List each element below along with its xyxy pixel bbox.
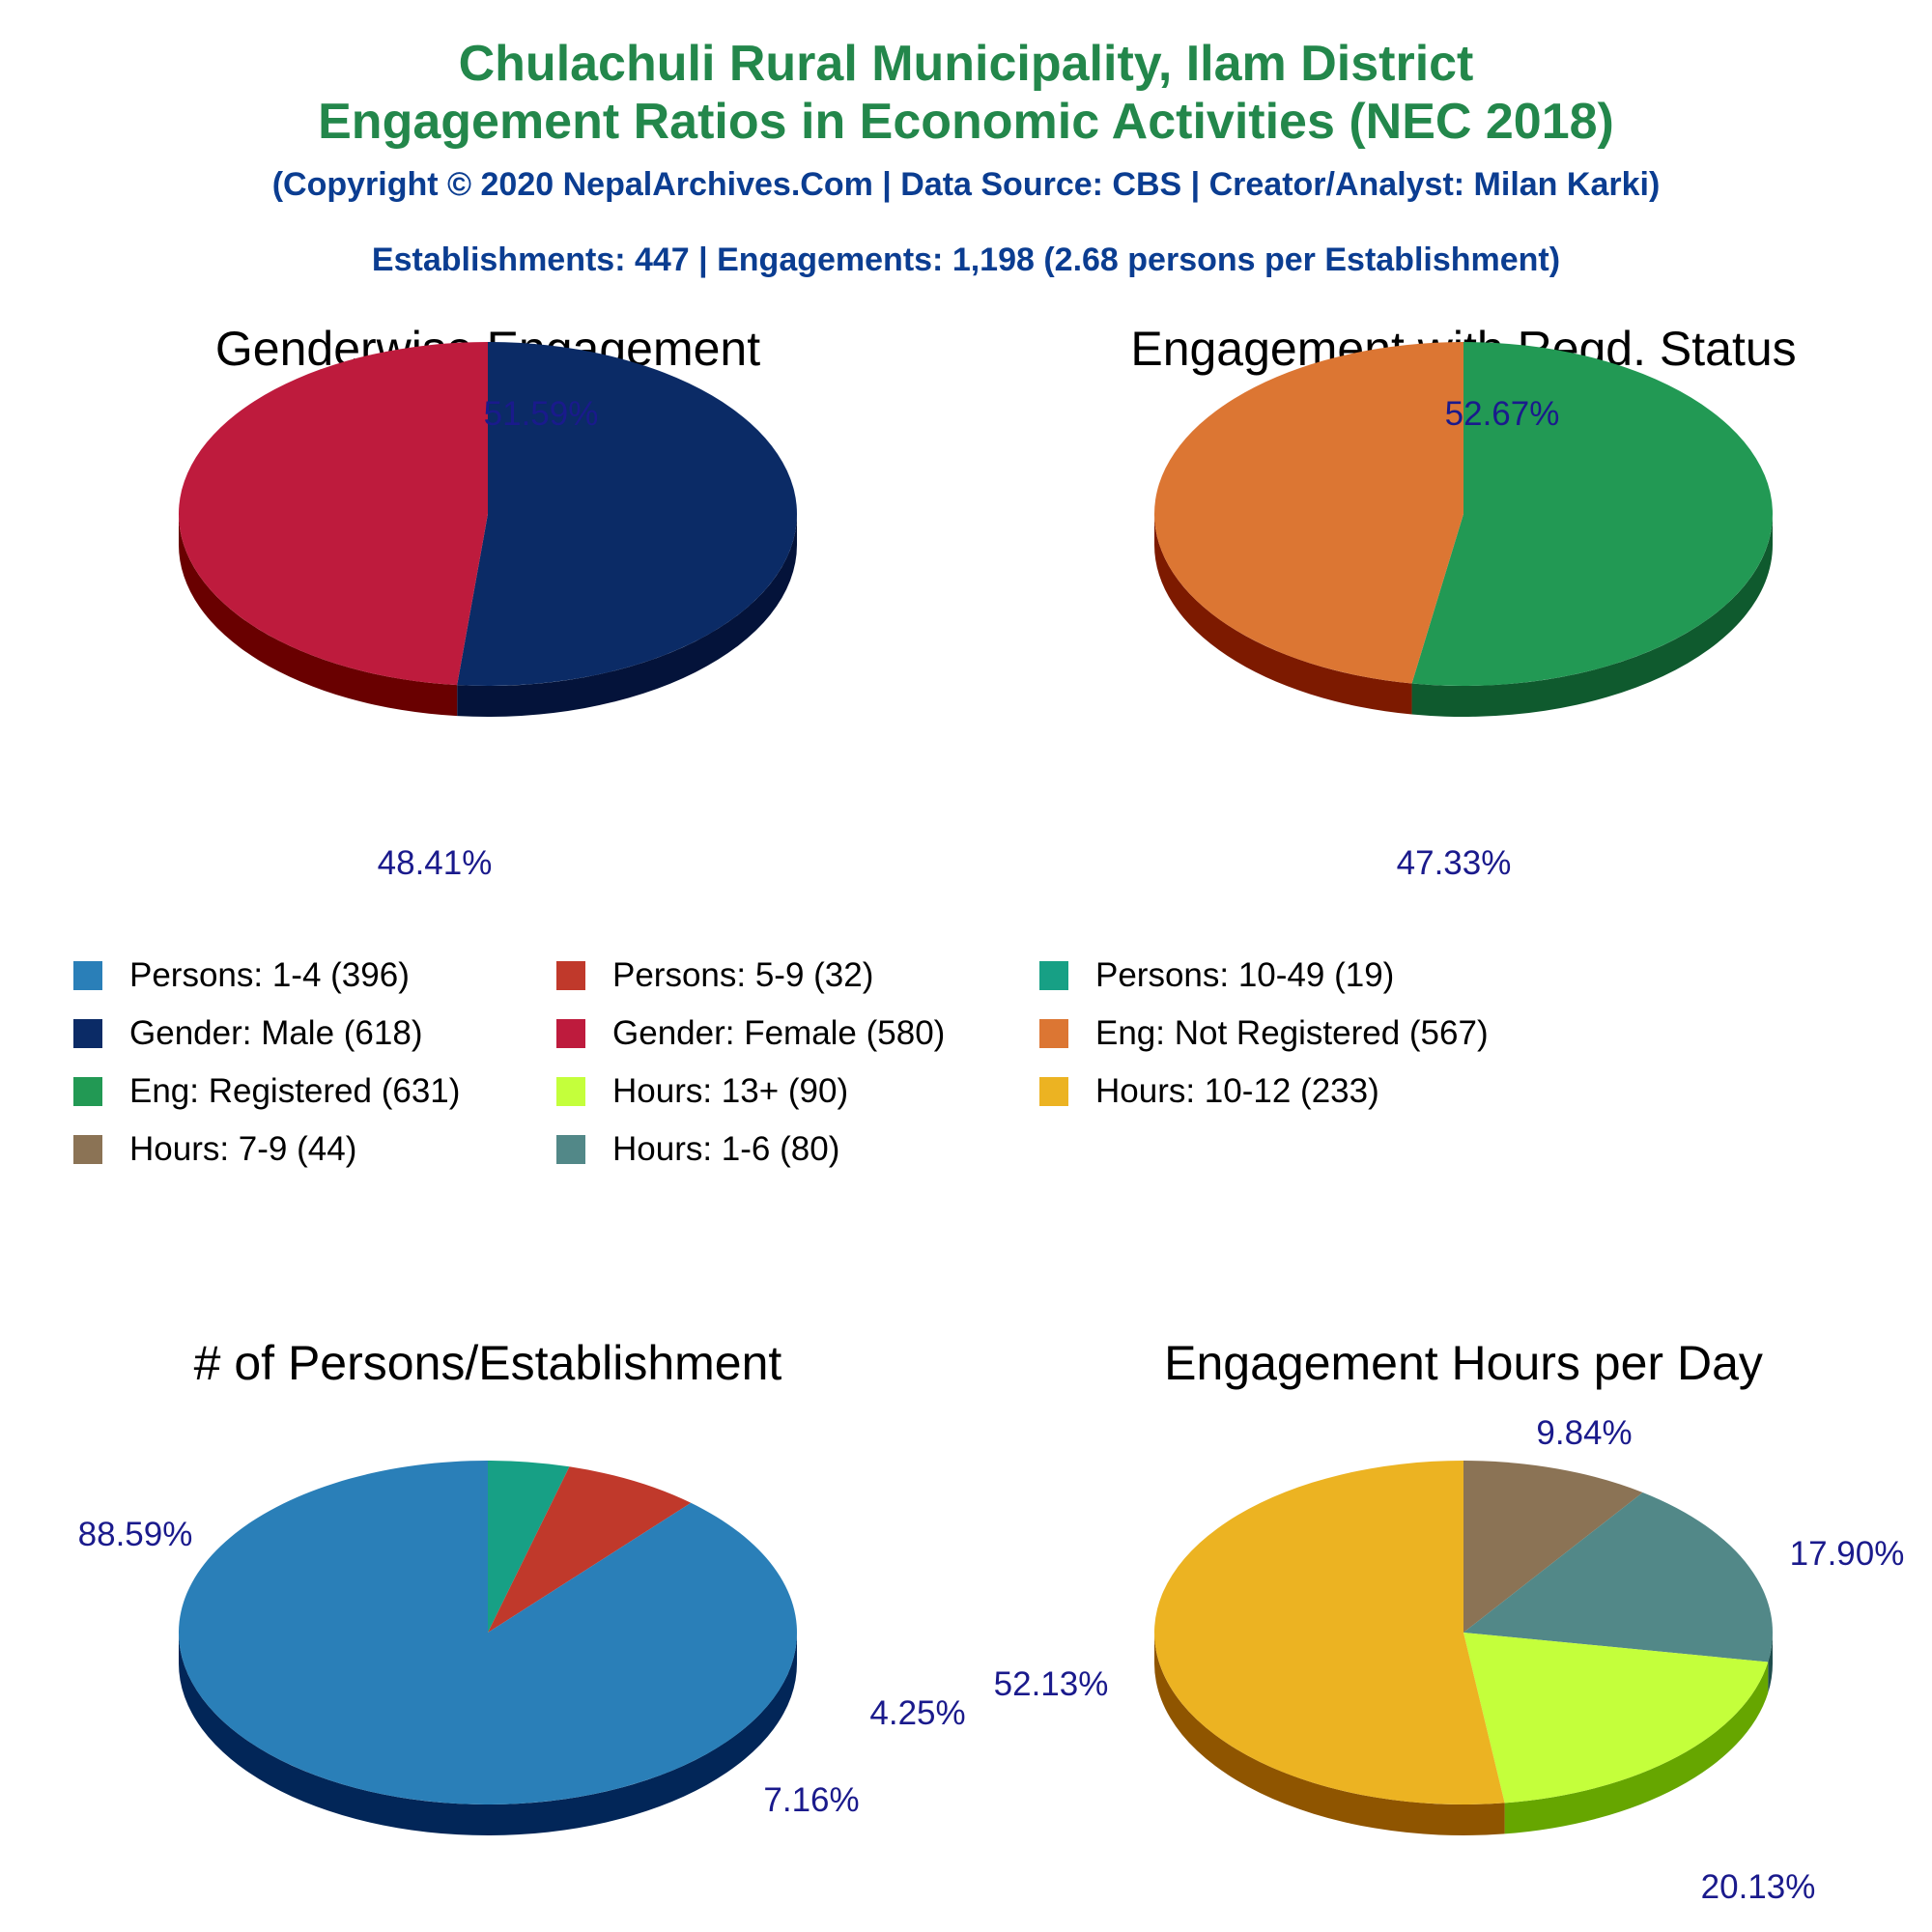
- legend-label: Hours: 13+ (90): [612, 1072, 849, 1110]
- pie-slice-persons-10-49: [488, 1461, 570, 1633]
- percent-label: 47.33%: [1397, 844, 1512, 882]
- chart-title: # of Persons/Establishment: [194, 1336, 782, 1390]
- chart-title: Engagement Hours per Day: [1164, 1336, 1763, 1390]
- percent-label: 51.59%: [484, 395, 599, 433]
- legend-item: Eng: Registered (631): [73, 1072, 460, 1111]
- legend-swatch: [1039, 1019, 1068, 1048]
- percent-label: 88.59%: [78, 1516, 193, 1553]
- legend-swatch: [1039, 1077, 1068, 1106]
- copyright-line: (Copyright © 2020 NepalArchives.Com | Da…: [271, 166, 1661, 203]
- pie-slice-eng-not-registered: [1154, 342, 1463, 684]
- legend-item: Persons: 1-4 (396): [73, 956, 410, 995]
- summary-line: Establishments: 447 | Engagements: 1,198…: [371, 242, 1561, 278]
- pie-side-eng-registered: [1411, 514, 1773, 717]
- pie-chart-hours: Engagement Hours per Day 9.84% 17.90% 20.13…: [994, 1336, 1905, 1906]
- legend-label: Hours: 7-9 (44): [129, 1130, 357, 1168]
- legend-item: Eng: Not Registered (567): [1039, 1014, 1489, 1053]
- pie-slice-gender-female: [179, 342, 489, 686]
- legend-swatch: [556, 961, 585, 990]
- pie-slice-hours-1-6: [1463, 1492, 1773, 1662]
- legend-swatch: [73, 1077, 102, 1106]
- percent-label: 4.25%: [869, 1694, 965, 1732]
- legend-swatch: [73, 961, 102, 990]
- percent-label: 52.67%: [1445, 395, 1560, 433]
- pie-slice-hours-10-12: [1154, 1461, 1505, 1804]
- legend-label: Persons: 1-4 (396): [129, 956, 410, 994]
- legend-swatch: [73, 1135, 102, 1164]
- legend-swatch: [73, 1019, 102, 1048]
- pie-chart-persons: # of Persons/Establishment 4.25% 7.16% 88.5…: [78, 1336, 966, 1835]
- legend-label: Eng: Registered (631): [129, 1072, 461, 1110]
- percent-label: 48.41%: [378, 844, 493, 882]
- legend-label: Hours: 10-12 (233): [1095, 1072, 1379, 1110]
- legend-item: Gender: Female (580): [556, 1014, 945, 1053]
- pie-side-hours-1-6: [1768, 1633, 1773, 1693]
- legend-swatch: [556, 1077, 585, 1106]
- pie-side-gender-female: [179, 514, 458, 717]
- percent-label: 7.16%: [763, 1781, 859, 1819]
- pie-slice-eng-registered: [1411, 342, 1774, 686]
- legend-label: Persons: 10-49 (19): [1095, 956, 1395, 994]
- legend-swatch: [556, 1135, 585, 1164]
- legend-label: Hours: 1-6 (80): [612, 1130, 840, 1168]
- legend-item: Hours: 10-12 (233): [1039, 1072, 1379, 1111]
- percent-label: 20.13%: [1701, 1868, 1816, 1906]
- pie-slice-gender-male: [457, 342, 798, 686]
- pie-slice-persons-5-9: [488, 1466, 692, 1633]
- legend-label: Persons: 5-9 (32): [612, 956, 874, 994]
- pie-side-gender-male: [457, 514, 797, 717]
- legend-item: Persons: 10-49 (19): [1039, 956, 1394, 995]
- legend-item: Gender: Male (618): [73, 1014, 422, 1053]
- percent-label: 17.90%: [1790, 1535, 1905, 1573]
- legend-item: Hours: 1-6 (80): [556, 1130, 839, 1169]
- pie-slice-persons-1-4: [178, 1461, 798, 1805]
- pie-slice-hours-13: [1463, 1633, 1769, 1804]
- percent-label: 52.13%: [994, 1665, 1109, 1703]
- legend-label: Gender: Male (618): [129, 1014, 423, 1052]
- percent-label: 9.84%: [1536, 1414, 1632, 1452]
- legend-swatch: [556, 1019, 585, 1048]
- pie-side-hours-10-12: [1154, 1633, 1505, 1836]
- pie-side-eng-not-registered: [1154, 514, 1412, 715]
- main-title: Chulachuli Rural Municipality, Ilam Dist…: [458, 36, 1474, 92]
- legend-label: Gender: Female (580): [612, 1014, 946, 1052]
- pie-side-persons-1-4: [179, 1633, 797, 1835]
- legend-item: Persons: 5-9 (32): [556, 956, 873, 995]
- legend-label: Eng: Not Registered (567): [1095, 1014, 1489, 1052]
- legend-item: Hours: 13+ (90): [556, 1072, 848, 1111]
- pie-side-hours-13: [1504, 1662, 1769, 1834]
- legend-swatch: [1039, 961, 1068, 990]
- pie-slice-hours-7-9: [1463, 1461, 1643, 1633]
- main-subtitle: Engagement Ratios in Economic Activities…: [318, 94, 1614, 150]
- legend-item: Hours: 7-9 (44): [73, 1130, 356, 1169]
